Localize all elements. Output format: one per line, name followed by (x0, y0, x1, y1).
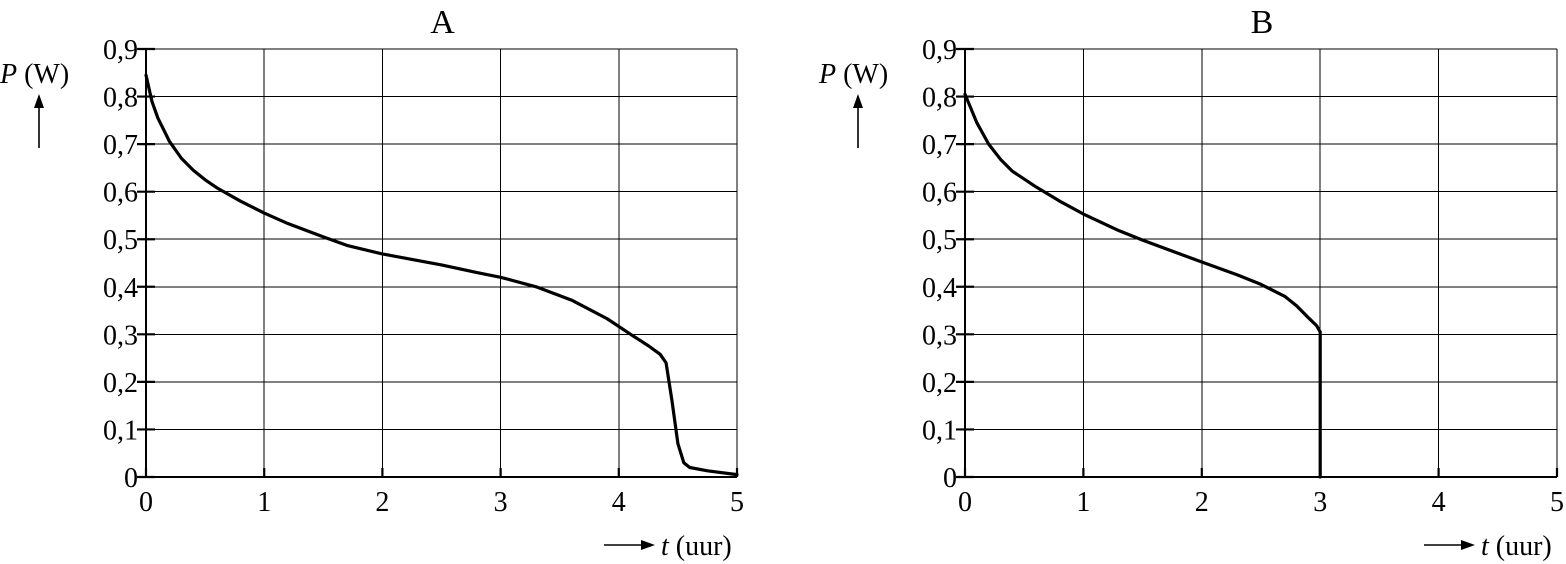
y-tick-label: 0,7 (922, 130, 957, 161)
chart-b: 0 1 2 3 4 5 0 0,1 0,2 0,3 0,4 0,5 0,6 0,7 0,8 0,9 B P (W)… (818, 4, 1564, 562)
y-tick-label: 0,2 (103, 368, 138, 399)
x-axis-arrowhead (641, 540, 655, 550)
y-tick-label: 0 (124, 463, 138, 494)
x-tick-label: 2 (1195, 487, 1209, 518)
y-tick-label: 0,9 (922, 35, 957, 66)
y-tick-label: 0,1 (103, 415, 138, 446)
x-tick-label: 3 (494, 487, 508, 518)
x-tick-label: 5 (1550, 487, 1564, 518)
y-tick-label: 0,2 (922, 368, 957, 399)
y-tick-label: 0,7 (103, 130, 138, 161)
y-tick-label: 0,4 (922, 273, 957, 304)
x-tick-label: 4 (612, 487, 626, 518)
y-tick-label: 0,6 (922, 178, 957, 209)
x-axis-symbol: t (1481, 531, 1490, 562)
chart-title: B (1251, 4, 1274, 41)
y-axis-arrowhead (34, 94, 44, 108)
y-tick-label: 0,4 (103, 273, 138, 304)
y-axis-symbol: P (818, 59, 836, 90)
y-axis-symbol: P (0, 59, 17, 90)
chart-title: A (430, 4, 455, 41)
x-axis-arrowhead (1461, 540, 1475, 550)
series-line (963, 92, 1322, 479)
y-tick-label: 0 (943, 463, 957, 494)
y-tick-label: 0,8 (922, 83, 957, 114)
x-axis-unit: (uur) (1496, 531, 1552, 562)
x-tick-label: 4 (1432, 487, 1446, 518)
x-tick-label: 0 (139, 487, 153, 518)
x-tick-label: 3 (1313, 487, 1327, 518)
x-tick-label: 2 (375, 487, 389, 518)
y-axis-unit: (W) (843, 59, 888, 90)
y-tick-label: 0,3 (103, 320, 138, 351)
y-tick-label: 0,5 (922, 225, 957, 256)
x-axis-label: t (uur) (661, 531, 732, 562)
x-tick-label: 0 (958, 487, 972, 518)
y-tick-label: 0,9 (103, 35, 138, 66)
x-axis-symbol: t (661, 531, 670, 562)
y-tick-label: 0,8 (103, 83, 138, 114)
y-axis-arrowhead (853, 94, 863, 108)
series-line (144, 73, 739, 477)
x-axis-label: t (uur) (1481, 531, 1552, 562)
x-tick-label: 1 (257, 487, 271, 518)
y-axis-label: P (W) (0, 59, 69, 90)
y-tick-label: 0,1 (922, 415, 957, 446)
y-tick-label: 0,3 (922, 320, 957, 351)
y-axis-unit: (W) (24, 59, 69, 90)
y-axis-label: P (W) (818, 59, 888, 90)
chart-a: 0 1 2 3 4 5 0 0,1 0,2 0,3 0,4 0,5 0,6 0,7 0,8 0,9 A P (W)… (0, 4, 744, 562)
x-axis-unit: (uur) (676, 531, 732, 562)
x-tick-label: 1 (1076, 487, 1090, 518)
y-tick-label: 0,6 (103, 178, 138, 209)
y-tick-label: 0,5 (103, 225, 138, 256)
x-tick-label: 5 (730, 487, 744, 518)
